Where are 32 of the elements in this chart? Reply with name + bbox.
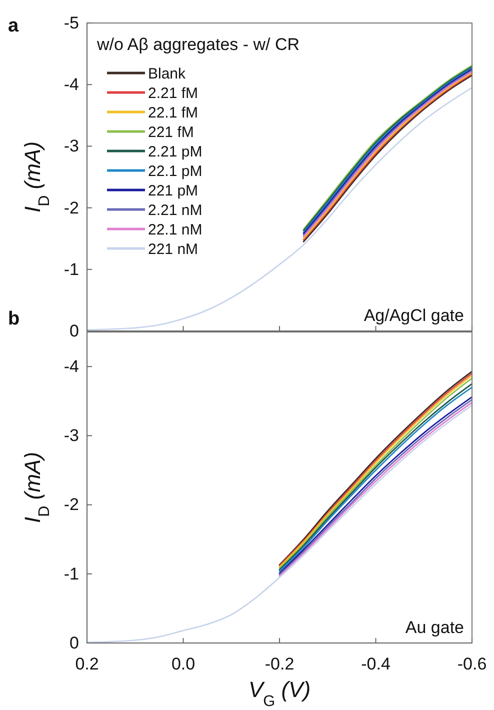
y-tick-label: -5 xyxy=(64,13,79,32)
y-tick-label: -3 xyxy=(64,426,79,446)
legend-label: Blank xyxy=(148,65,186,82)
x-axis-title: V$_{G}$ (V) xyxy=(248,677,311,710)
legend-label: 22.1 fM xyxy=(148,104,198,122)
annotation: Au gate xyxy=(405,618,464,637)
y-tick-label: -4 xyxy=(64,75,79,94)
y-tick-label: 0 xyxy=(70,633,79,652)
legend-label: 221 pM xyxy=(148,182,198,200)
y-tick-label: -2 xyxy=(64,198,79,218)
legend-label: 22.1 pM xyxy=(148,162,202,180)
legend-label: 2.21 pM xyxy=(148,143,202,160)
x-tick-label: -0.6 xyxy=(457,654,487,674)
x-tick-label: 0.2 xyxy=(75,654,99,674)
legend-label: 2.21 nM xyxy=(148,202,202,219)
x-tick-label: -0.4 xyxy=(361,654,390,674)
x-tick-label: 0.0 xyxy=(171,654,196,674)
annotation: Ag/AgCl gate xyxy=(364,306,464,325)
legend-label: 221 fM xyxy=(148,124,194,141)
y-tick-label: -3 xyxy=(64,136,79,156)
y-tick-label: -1 xyxy=(64,564,79,584)
legend-label: 221 nM xyxy=(148,240,198,258)
chart-title: a xyxy=(8,16,19,37)
x-tick-label: -0.2 xyxy=(264,654,294,674)
chart-title: b xyxy=(8,308,20,330)
legend-label: 22.1 nM xyxy=(148,221,202,238)
y-tick-label: 0 xyxy=(70,321,79,340)
annotation: w/o Aβ aggregates - w/ CR xyxy=(96,35,300,54)
y-tick-label: -2 xyxy=(64,495,79,514)
y-tick-label: -1 xyxy=(64,260,79,279)
y-tick-label: -4 xyxy=(64,356,79,376)
legend-label: 2.21 fM xyxy=(148,84,198,102)
